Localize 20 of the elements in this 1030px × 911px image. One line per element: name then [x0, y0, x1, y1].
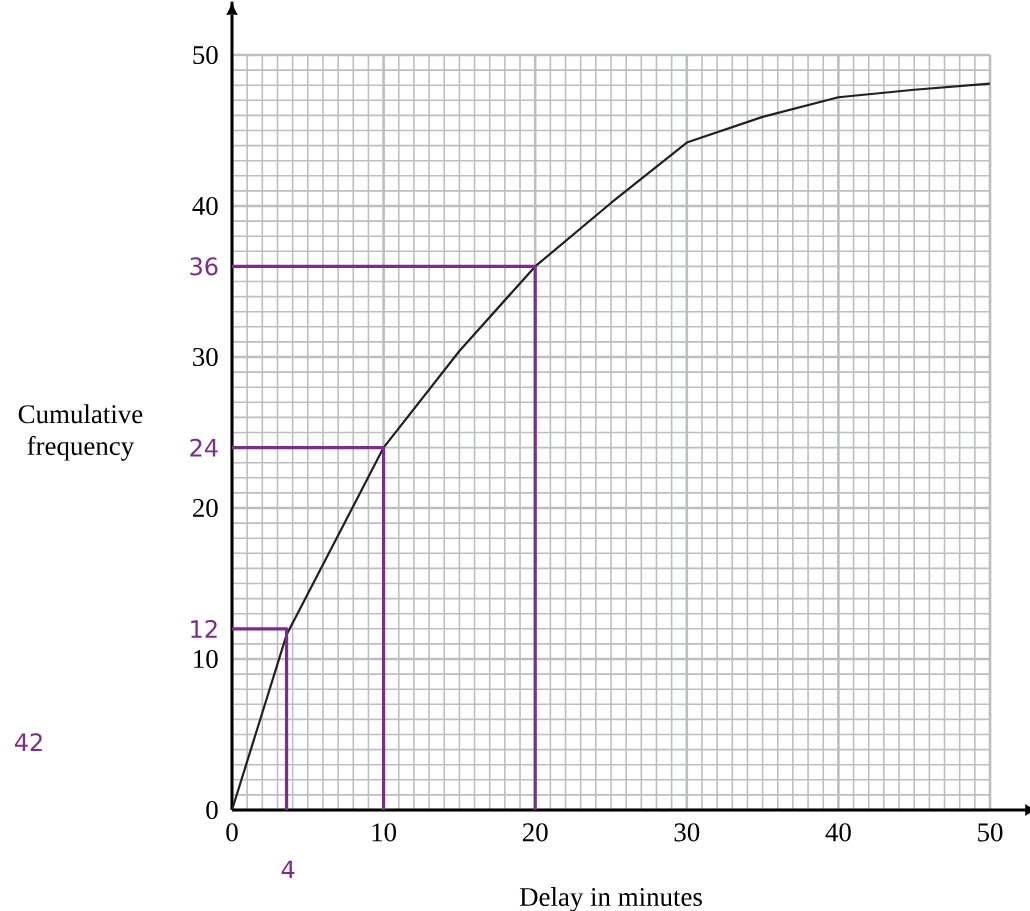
- x-tick-label: 50: [978, 823, 1003, 842]
- x-tick-label: 30: [674, 823, 700, 842]
- x-tick-label: 20: [522, 823, 548, 842]
- x-tick-label: 40: [825, 823, 851, 842]
- y-tick-label: 10: [194, 649, 218, 669]
- text: 24: [190, 438, 218, 457]
- y-tick-label: 0: [206, 800, 218, 820]
- text: 12: [191, 619, 217, 638]
- y-tick-label: 20: [193, 498, 218, 518]
- text: 42: [14, 733, 42, 751]
- line-series: [230, 82, 992, 812]
- text: 4: [281, 860, 295, 879]
- x-tick-label: 10: [372, 823, 397, 842]
- x-tick-label: 0: [226, 823, 238, 842]
- y-axis-title: Cumulative frequency: [18, 404, 143, 461]
- x-axis-title: Delay in minutes: [519, 887, 702, 911]
- y-tick-label: 50: [193, 45, 218, 65]
- text: 36: [190, 257, 218, 276]
- y-tick-label: 30: [193, 347, 218, 367]
- y-tick-label: 40: [192, 196, 218, 216]
